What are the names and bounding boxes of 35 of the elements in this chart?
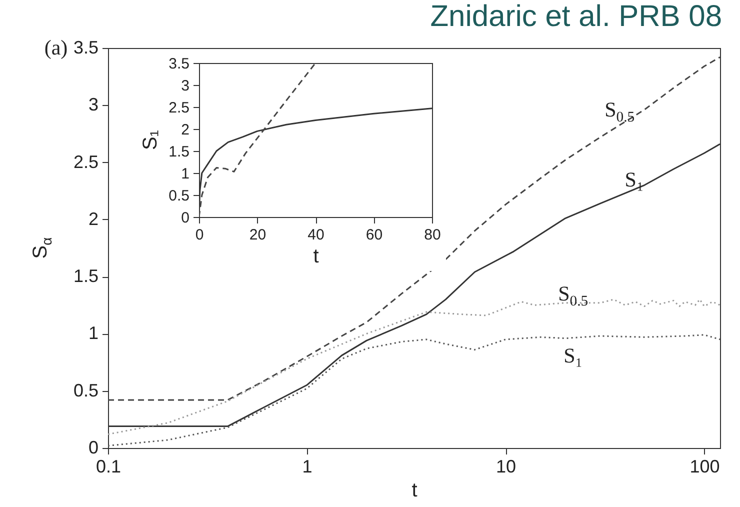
chart-title: Znidaric et al. PRB 08 xyxy=(430,0,722,34)
y-tick-label: 3.5 xyxy=(73,38,98,58)
y-tick-label: 2.5 xyxy=(168,100,190,116)
x-axis-title: t xyxy=(313,246,320,268)
x-tick-label: 100 xyxy=(690,456,720,476)
x-tick-label: 1 xyxy=(302,456,312,476)
y-tick-label: 1 xyxy=(88,323,98,344)
x-tick-label: 0.1 xyxy=(96,456,122,476)
y-tick-label: 1.5 xyxy=(73,266,98,286)
annotation: S₁ xyxy=(624,168,644,192)
y-tick-label: 3.5 xyxy=(168,56,190,72)
annotation: S$_{0.5}$ xyxy=(604,97,635,127)
y-tick-label: 2.5 xyxy=(73,152,98,172)
y-tick-label: 2 xyxy=(181,122,190,138)
x-tick-label: 80 xyxy=(424,226,441,244)
y-tick-label: 2 xyxy=(88,208,98,229)
x-tick-label: 60 xyxy=(366,226,383,244)
y-axis-title: S₁ xyxy=(140,130,162,150)
x-tick-label: 0 xyxy=(195,226,204,244)
annotation: S₁ xyxy=(564,344,583,368)
x-axis-title: t xyxy=(412,480,418,502)
y-tick-label: 1 xyxy=(181,166,190,182)
y-tick-label: 0 xyxy=(88,438,98,458)
y-tick-label: 0.5 xyxy=(73,380,98,400)
annotation: S$_{0.5}$ xyxy=(558,281,588,311)
x-tick-label: 20 xyxy=(249,226,266,244)
y-tick-label: 0 xyxy=(181,210,190,226)
y-tick-label: 0.5 xyxy=(168,188,190,204)
x-tick-label: 40 xyxy=(308,226,324,244)
y-tick-label: 3 xyxy=(88,94,98,115)
text: (a) xyxy=(44,36,68,60)
y-tick-label: 1.5 xyxy=(168,144,190,160)
line-series xyxy=(199,63,316,217)
x-tick-label: 10 xyxy=(496,456,516,476)
y-tick-label: 3 xyxy=(181,78,190,94)
